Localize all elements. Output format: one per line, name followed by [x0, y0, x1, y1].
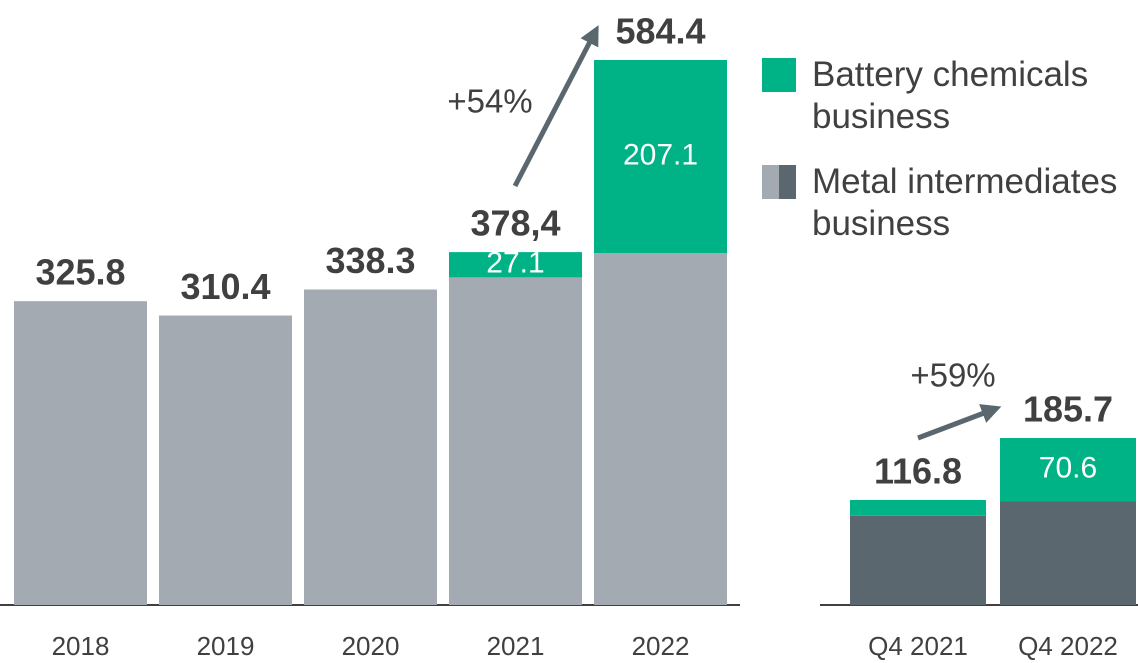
- total-label: 310.4: [180, 266, 270, 307]
- x-tick-label: Q4 2021: [868, 631, 968, 661]
- legend-swatch: [762, 165, 779, 199]
- annotation: +59%: [910, 357, 995, 394]
- legend-label: Metal intermediates business: [812, 162, 1118, 243]
- total-label: 185.7: [1023, 389, 1113, 430]
- x-tick-label: Q4 2022: [1018, 631, 1118, 661]
- data-label: 27.1: [486, 247, 544, 280]
- growth-arrow: [512, 25, 599, 188]
- bar-segment: [594, 60, 727, 254]
- data-label: 207.1: [623, 138, 698, 171]
- bar-segment: [594, 253, 727, 606]
- legend-label: Battery chemicals business: [812, 55, 1089, 136]
- annotation: +54%: [447, 83, 532, 120]
- total-label: 338.3: [325, 240, 415, 281]
- bar-segment: [1000, 501, 1136, 605]
- x-tick-label: 2022: [632, 631, 690, 661]
- legend-swatch: [762, 58, 796, 92]
- bar-segment: [449, 277, 582, 605]
- bar-segment: [850, 499, 986, 516]
- bar-segment: [304, 289, 437, 605]
- x-tick-label: 2019: [197, 631, 255, 661]
- bar-segment: [159, 315, 292, 605]
- total-label: 378,4: [470, 203, 560, 244]
- total-label: 325.8: [35, 252, 125, 293]
- bar-segment: [449, 252, 582, 278]
- total-label: 116.8: [874, 450, 962, 491]
- x-tick-label: 2018: [52, 631, 110, 661]
- x-tick-label: 2021: [487, 631, 545, 661]
- total-label: 584.4: [615, 11, 705, 52]
- bar-segment: [1000, 438, 1136, 502]
- data-label: 70.6: [1039, 452, 1097, 485]
- growth-arrow: [917, 404, 1002, 441]
- bar-segment: [14, 301, 147, 605]
- bar-segment: [850, 515, 986, 605]
- x-tick-label: 2020: [342, 631, 400, 661]
- legend-swatch: [779, 165, 796, 199]
